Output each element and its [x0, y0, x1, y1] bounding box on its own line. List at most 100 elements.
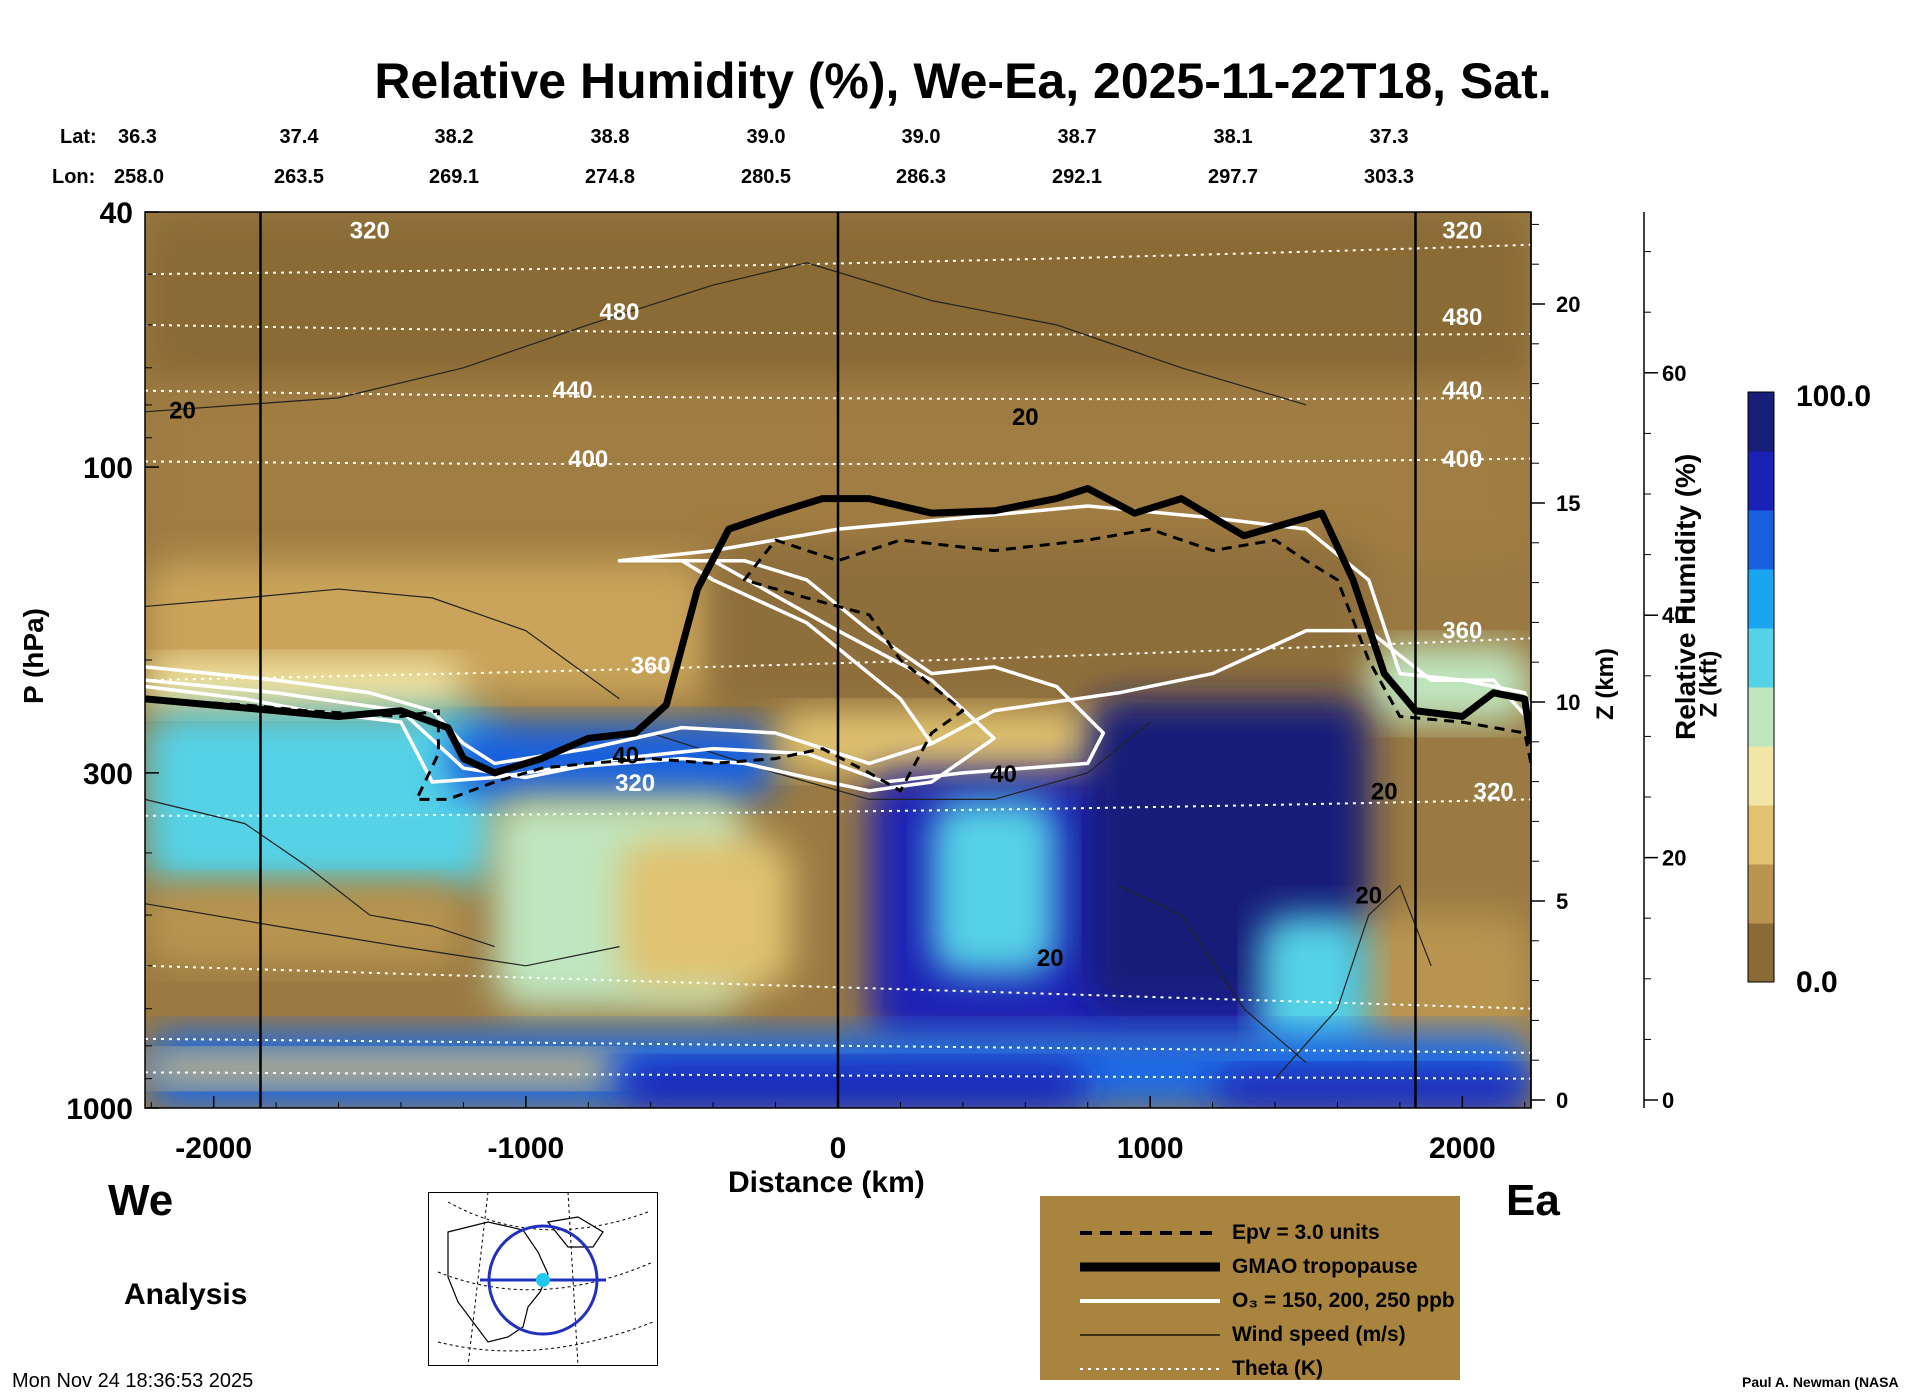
- colorbar-swatch: [1748, 864, 1774, 880]
- colorbar-swatch: [1748, 672, 1774, 688]
- legend-swatch: [1080, 1262, 1220, 1272]
- z-km-tick-label: 0: [1556, 1088, 1568, 1113]
- legend-label: Theta (K): [1232, 1357, 1323, 1380]
- colorbar-swatch: [1748, 510, 1774, 526]
- lat-value: 39.0: [901, 126, 941, 148]
- east-label: Ea: [1506, 1176, 1560, 1225]
- rh-mid-yellow: [619, 838, 792, 989]
- colorbar-swatch: [1748, 878, 1774, 894]
- legend-label: O₃ = 150, 200, 250 ppb: [1232, 1289, 1455, 1312]
- z-km-tick-label: 5: [1556, 889, 1568, 914]
- wind-contour-label: 20: [1355, 883, 1382, 910]
- theta-contour-label: 440: [553, 377, 593, 404]
- rh-se-cyan: [1259, 915, 1369, 1063]
- analysis-label: Analysis: [124, 1278, 248, 1311]
- colorbar-frame: [1747, 391, 1775, 983]
- colorbar-max-label: 100.0: [1796, 380, 1872, 413]
- lat-value: 39.0: [746, 126, 786, 148]
- lon-value: 280.5: [740, 166, 792, 188]
- colorbar-swatch: [1748, 937, 1774, 953]
- colorbar-swatch: [1748, 746, 1774, 762]
- lat-value: 37.4: [279, 126, 319, 148]
- colorbar-swatch: [1748, 716, 1774, 732]
- z-kft-tick-label: 40: [1662, 603, 1686, 628]
- rh-dry-tongue: [713, 540, 1369, 711]
- legend-item: O₃ = 150, 200, 250 ppb: [1040, 1286, 1460, 1316]
- colorbar-swatch: [1748, 908, 1774, 924]
- colorbar-swatch: [1748, 495, 1774, 511]
- legend-box: Epv = 3.0 units GMAO tropopause O₃ = 150, …: [1040, 1196, 1460, 1380]
- colorbar-swatch: [1748, 805, 1774, 821]
- wind-contour-label: 20: [169, 398, 196, 425]
- theta-contour-label: 320: [615, 770, 655, 797]
- x-axis-label: Distance (km): [728, 1166, 925, 1199]
- wind-contour: [1118, 885, 1307, 1064]
- lat-value: 36.3: [118, 126, 157, 148]
- lon-value: 274.8: [584, 166, 636, 188]
- tropopause-line: [145, 484, 1531, 777]
- lon-value: 258.0: [114, 166, 165, 188]
- colorbar-swatch: [1748, 657, 1774, 673]
- wind-contour-label: 20: [1012, 404, 1039, 431]
- rh-mid-tan: [775, 710, 1119, 773]
- wind-contour: [145, 903, 620, 967]
- y-tick-label: 1000: [66, 1093, 133, 1126]
- colorbar-swatch: [1748, 760, 1774, 776]
- theta-contour-label: 360: [1442, 617, 1482, 644]
- colorbar-swatch: [1748, 539, 1774, 555]
- lat-value: 37.3: [1369, 126, 1409, 148]
- colorbar-swatch: [1748, 775, 1774, 791]
- rh-west-brown: [145, 885, 464, 966]
- wind-contour-label: 40: [612, 742, 639, 769]
- theta-contour-label: 440: [1442, 377, 1482, 404]
- legend-swatch: [1080, 1334, 1220, 1336]
- colorbar-swatch: [1748, 583, 1774, 599]
- x-tick-label: -1000: [487, 1132, 564, 1165]
- z-kft-tick-label: 0: [1662, 1088, 1674, 1113]
- rh-pbl-east: [1212, 1069, 1531, 1108]
- colorbar-swatch: [1748, 436, 1774, 452]
- lon-value: 263.5: [273, 166, 325, 188]
- lat-value: 38.8: [590, 126, 630, 148]
- rh-west-cyan: [145, 710, 495, 886]
- wind-contour-label: 40: [990, 761, 1017, 788]
- colorbar-swatch: [1748, 554, 1774, 570]
- theta-contour-label: 480: [599, 299, 639, 326]
- z-kft-tick-label: 20: [1662, 846, 1686, 871]
- theta-contour-label: 320: [350, 218, 390, 245]
- colorbar-swatch: [1748, 952, 1774, 968]
- lat-value: 38.2: [434, 126, 474, 148]
- wind-contour: [1274, 884, 1432, 1080]
- x-tick-label: 1000: [1117, 1132, 1184, 1165]
- colorbar-swatch: [1748, 524, 1774, 540]
- y-axis-label: P (hPa): [17, 608, 49, 704]
- credit-text: Paul A. Newman (NASA: [1742, 1374, 1899, 1390]
- locator-map: [428, 1192, 658, 1366]
- colorbar-swatch: [1748, 819, 1774, 835]
- z-km-tick-label: 15: [1556, 491, 1580, 516]
- theta-contour-label: 360: [631, 653, 671, 680]
- colorbar-swatch: [1748, 421, 1774, 437]
- colorbar-swatch: [1748, 465, 1774, 481]
- theta-contour-label: 320: [1474, 778, 1514, 805]
- lon-value: 292.1: [1051, 166, 1103, 188]
- colorbar: [1747, 391, 1775, 983]
- axes: -2000 -1000 0 1000 2000100030010040051015200…: [66, 197, 1686, 1165]
- ozone-250-contour: [145, 504, 1531, 793]
- colorbar-swatch: [1748, 613, 1774, 629]
- y-tick-label: 100: [83, 452, 133, 485]
- lon-value: 303.3: [1363, 166, 1415, 188]
- rh-pbl-yellow: [145, 1052, 620, 1085]
- legend-label: Wind speed (m/s): [1232, 1323, 1406, 1346]
- colorbar-swatch: [1748, 569, 1774, 585]
- colorbar-swatch: [1748, 598, 1774, 614]
- contour-lines: 320 480 440 400 480 440 400 360 360 320 320 320 20 20…: [145, 212, 1531, 1108]
- wind-contour-label: 20: [1037, 945, 1064, 972]
- chart-title: Relative Humidity (%), We-Ea, 2025-11-22…: [374, 53, 1552, 109]
- wind-contour: [145, 798, 495, 948]
- lat-value: 38.1: [1213, 126, 1253, 148]
- west-label: We: [108, 1176, 174, 1225]
- z-km-tick-label: 20: [1556, 292, 1580, 317]
- theta-contour-label: 480: [1442, 304, 1482, 331]
